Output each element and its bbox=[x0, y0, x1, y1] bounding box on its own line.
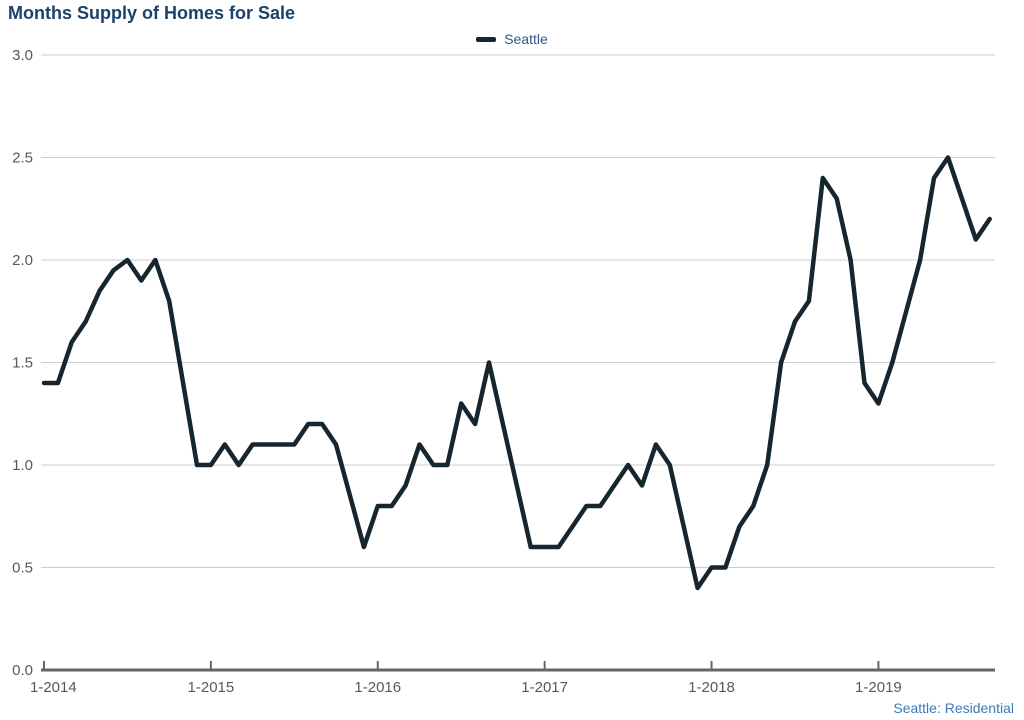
seattle-series-line bbox=[41, 155, 992, 591]
chart-title: Months Supply of Homes for Sale bbox=[8, 3, 296, 23]
y-axis-tick-label: 0.0 bbox=[12, 662, 33, 679]
y-axis-tick-label: 3.0 bbox=[12, 47, 33, 64]
x-axis-tick-label: 1-2014 bbox=[30, 679, 77, 696]
y-axis-tick-label: 1.5 bbox=[12, 355, 33, 372]
chart-source-note: Seattle: Residential bbox=[893, 700, 1014, 716]
x-axis-tick-label: 1-2016 bbox=[354, 679, 401, 696]
y-axis-tick-label: 2.5 bbox=[12, 150, 33, 167]
y-axis-tick-label: 1.0 bbox=[12, 457, 33, 474]
x-axis-tick-label: 1-2018 bbox=[688, 679, 735, 696]
y-axis-tick-label: 0.5 bbox=[12, 560, 33, 577]
y-axis-tick-label: 2.0 bbox=[12, 252, 33, 269]
x-axis-tick-label: 1-2019 bbox=[855, 679, 902, 696]
x-axis-tick-label: 1-2017 bbox=[521, 679, 568, 696]
x-axis-tick-label: 1-2015 bbox=[188, 679, 235, 696]
